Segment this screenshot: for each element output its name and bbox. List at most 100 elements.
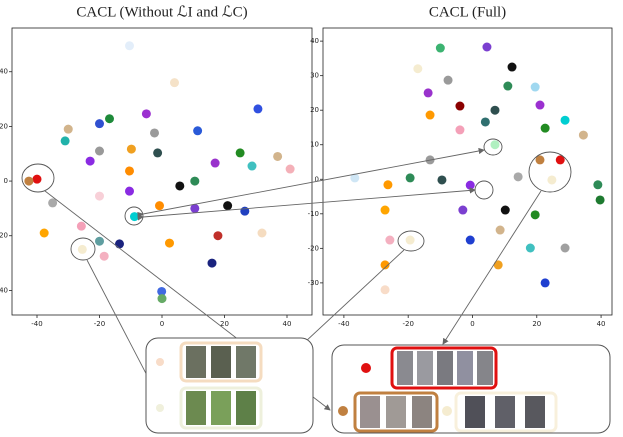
highlight-circle xyxy=(21,163,55,193)
cluster-point xyxy=(257,228,267,238)
cluster-point xyxy=(165,238,174,248)
y-tick-label: 20 xyxy=(0,122,8,130)
image-group xyxy=(353,391,439,433)
x-tick-label: 0 xyxy=(470,320,474,328)
x-tick-label: -20 xyxy=(402,320,413,328)
image-group xyxy=(179,341,263,383)
cluster-point xyxy=(540,278,550,288)
person-image xyxy=(211,391,231,425)
cluster-point xyxy=(530,82,540,92)
x-tick-label: 20 xyxy=(220,320,229,328)
cluster-point xyxy=(247,161,257,171)
y-tick-label: -30 xyxy=(308,279,319,287)
cluster-point xyxy=(39,228,49,238)
x-tick-label: 20 xyxy=(532,320,541,328)
cluster-point xyxy=(535,100,545,110)
cluster-point xyxy=(273,151,283,161)
annotations xyxy=(21,138,572,261)
person-image xyxy=(477,351,493,385)
cluster-point xyxy=(560,115,570,125)
cluster-point xyxy=(190,176,200,186)
cluster-point xyxy=(157,294,167,304)
plot-frame xyxy=(322,27,613,316)
cluster-point xyxy=(385,235,395,245)
cluster-point xyxy=(95,236,104,246)
cluster-point xyxy=(76,221,86,231)
person-image xyxy=(236,346,256,378)
cluster-point xyxy=(535,155,545,165)
cluster-point xyxy=(530,210,540,220)
cluster-point xyxy=(193,126,203,136)
cluster-point xyxy=(141,109,151,119)
cluster-point xyxy=(115,239,124,249)
y-tick-label: -40 xyxy=(0,286,8,294)
cluster-dot xyxy=(338,406,348,416)
arrow xyxy=(137,187,476,221)
y-tick-label: 10 xyxy=(310,141,319,149)
cluster-point xyxy=(213,231,223,241)
y-tick-label: -20 xyxy=(308,244,319,252)
cluster-point xyxy=(578,130,588,140)
cluster-point xyxy=(223,201,233,211)
cluster-point xyxy=(437,175,447,185)
cluster-point xyxy=(493,260,503,270)
person-image xyxy=(412,396,432,428)
cluster-point xyxy=(207,258,217,268)
cluster-point xyxy=(500,205,510,215)
cluster-point xyxy=(285,164,295,174)
cluster-point xyxy=(555,155,565,165)
cluster-point xyxy=(540,123,550,133)
cluster-point xyxy=(99,251,109,261)
x-tick-label: -40 xyxy=(338,320,349,328)
plot-frame xyxy=(11,27,313,316)
cluster-point xyxy=(48,198,58,208)
x-tick-label: 40 xyxy=(597,320,606,328)
highlight-circle xyxy=(483,138,503,156)
arrow xyxy=(86,259,153,386)
highlight-circle xyxy=(70,237,96,261)
cluster-point xyxy=(77,244,87,254)
cluster-point xyxy=(210,158,220,168)
cluster-point xyxy=(32,174,42,184)
cluster-point xyxy=(95,191,104,201)
y-tick-label: 40 xyxy=(0,68,8,76)
image-group xyxy=(454,391,558,433)
cluster-point xyxy=(150,128,159,138)
cluster-point xyxy=(513,172,523,182)
person-image xyxy=(437,351,453,385)
image-panel-left xyxy=(145,337,314,434)
cluster-point xyxy=(435,43,445,53)
y-tick-label: 0 xyxy=(4,177,8,185)
arrows xyxy=(44,147,542,411)
y-tick-label: 30 xyxy=(310,72,319,80)
person-image xyxy=(495,396,515,428)
cluster-point xyxy=(235,148,245,158)
x-tick-label: -20 xyxy=(94,320,105,328)
cluster-point xyxy=(525,243,535,253)
cluster-point xyxy=(455,125,465,135)
cluster-point xyxy=(413,64,423,74)
cluster-dot xyxy=(156,404,164,412)
cluster-point xyxy=(126,144,136,154)
person-image xyxy=(211,346,231,378)
person-image xyxy=(360,396,380,428)
cluster-point xyxy=(490,105,500,115)
cluster-dot xyxy=(361,363,371,373)
cluster-dot xyxy=(442,406,452,416)
cluster-point xyxy=(443,75,453,85)
cluster-point xyxy=(380,260,390,270)
cluster-point xyxy=(157,286,167,296)
cluster-point xyxy=(105,114,114,124)
cluster-point xyxy=(380,205,390,215)
person-image xyxy=(457,351,473,385)
cluster-point xyxy=(480,117,490,127)
cluster-point xyxy=(170,78,179,88)
y-tick-label: 20 xyxy=(310,106,319,114)
x-tick-label: 40 xyxy=(283,320,292,328)
cluster-point xyxy=(383,180,393,190)
cluster-point xyxy=(593,180,603,190)
cluster-point xyxy=(423,88,433,98)
person-image xyxy=(186,391,206,425)
person-image xyxy=(465,396,485,428)
